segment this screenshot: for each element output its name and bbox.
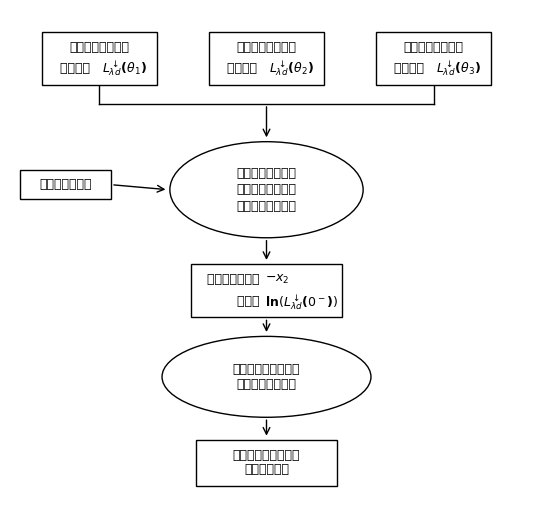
Text: 下行辐射数据: 下行辐射数据 <box>244 463 289 476</box>
Ellipse shape <box>162 336 371 417</box>
FancyBboxPatch shape <box>191 264 342 317</box>
Text: 下行辐射计算模型: 下行辐射计算模型 <box>237 378 296 391</box>
Text: 天空半球热红外大气: 天空半球热红外大气 <box>233 449 300 462</box>
Text: $\mathbf{ln}(\boldsymbol{L_{\lambda d}^{\downarrow}(0^-)})$: $\mathbf{ln}(\boldsymbol{L_{\lambda d}^{… <box>265 292 339 312</box>
Text: 和截距: 和截距 <box>237 296 264 309</box>
Text: $-x_2$: $-x_2$ <box>265 273 290 286</box>
Text: 观测角度余弦值: 观测角度余弦值 <box>39 178 92 191</box>
Text: 方向性大气下行辐: 方向性大气下行辐 <box>69 41 130 54</box>
Text: 射测量值: 射测量值 <box>227 62 261 75</box>
Text: $\boldsymbol{L_{\lambda d}^{\downarrow}(\theta_1)}$: $\boldsymbol{L_{\lambda d}^{\downarrow}(… <box>102 59 147 78</box>
Text: $\boldsymbol{L_{\lambda d}^{\downarrow}(\theta_2)}$: $\boldsymbol{L_{\lambda d}^{\downarrow}(… <box>269 59 314 78</box>
Text: 线性模型的斜率: 线性模型的斜率 <box>207 273 264 286</box>
Text: 射与观测角度余弦: 射与观测角度余弦 <box>237 183 296 196</box>
Text: 射测量值: 射测量值 <box>60 62 94 75</box>
Text: 方向性大气下行辐: 方向性大气下行辐 <box>237 167 296 180</box>
Text: $\boldsymbol{L_{\lambda d}^{\downarrow}(\theta_3)}$: $\boldsymbol{L_{\lambda d}^{\downarrow}(… <box>436 59 481 78</box>
FancyBboxPatch shape <box>376 31 491 85</box>
Text: 方向性大气下行辐: 方向性大气下行辐 <box>237 41 296 54</box>
FancyBboxPatch shape <box>20 170 111 199</box>
Text: 方向性大气下行辐: 方向性大气下行辐 <box>403 41 464 54</box>
FancyBboxPatch shape <box>209 31 324 85</box>
Ellipse shape <box>170 142 363 238</box>
Text: 射测量值: 射测量值 <box>394 62 429 75</box>
FancyBboxPatch shape <box>196 440 337 486</box>
Text: 天空半球热红外大气: 天空半球热红外大气 <box>233 363 300 376</box>
FancyBboxPatch shape <box>42 31 157 85</box>
Text: 值的线性关系模型: 值的线性关系模型 <box>237 200 296 213</box>
